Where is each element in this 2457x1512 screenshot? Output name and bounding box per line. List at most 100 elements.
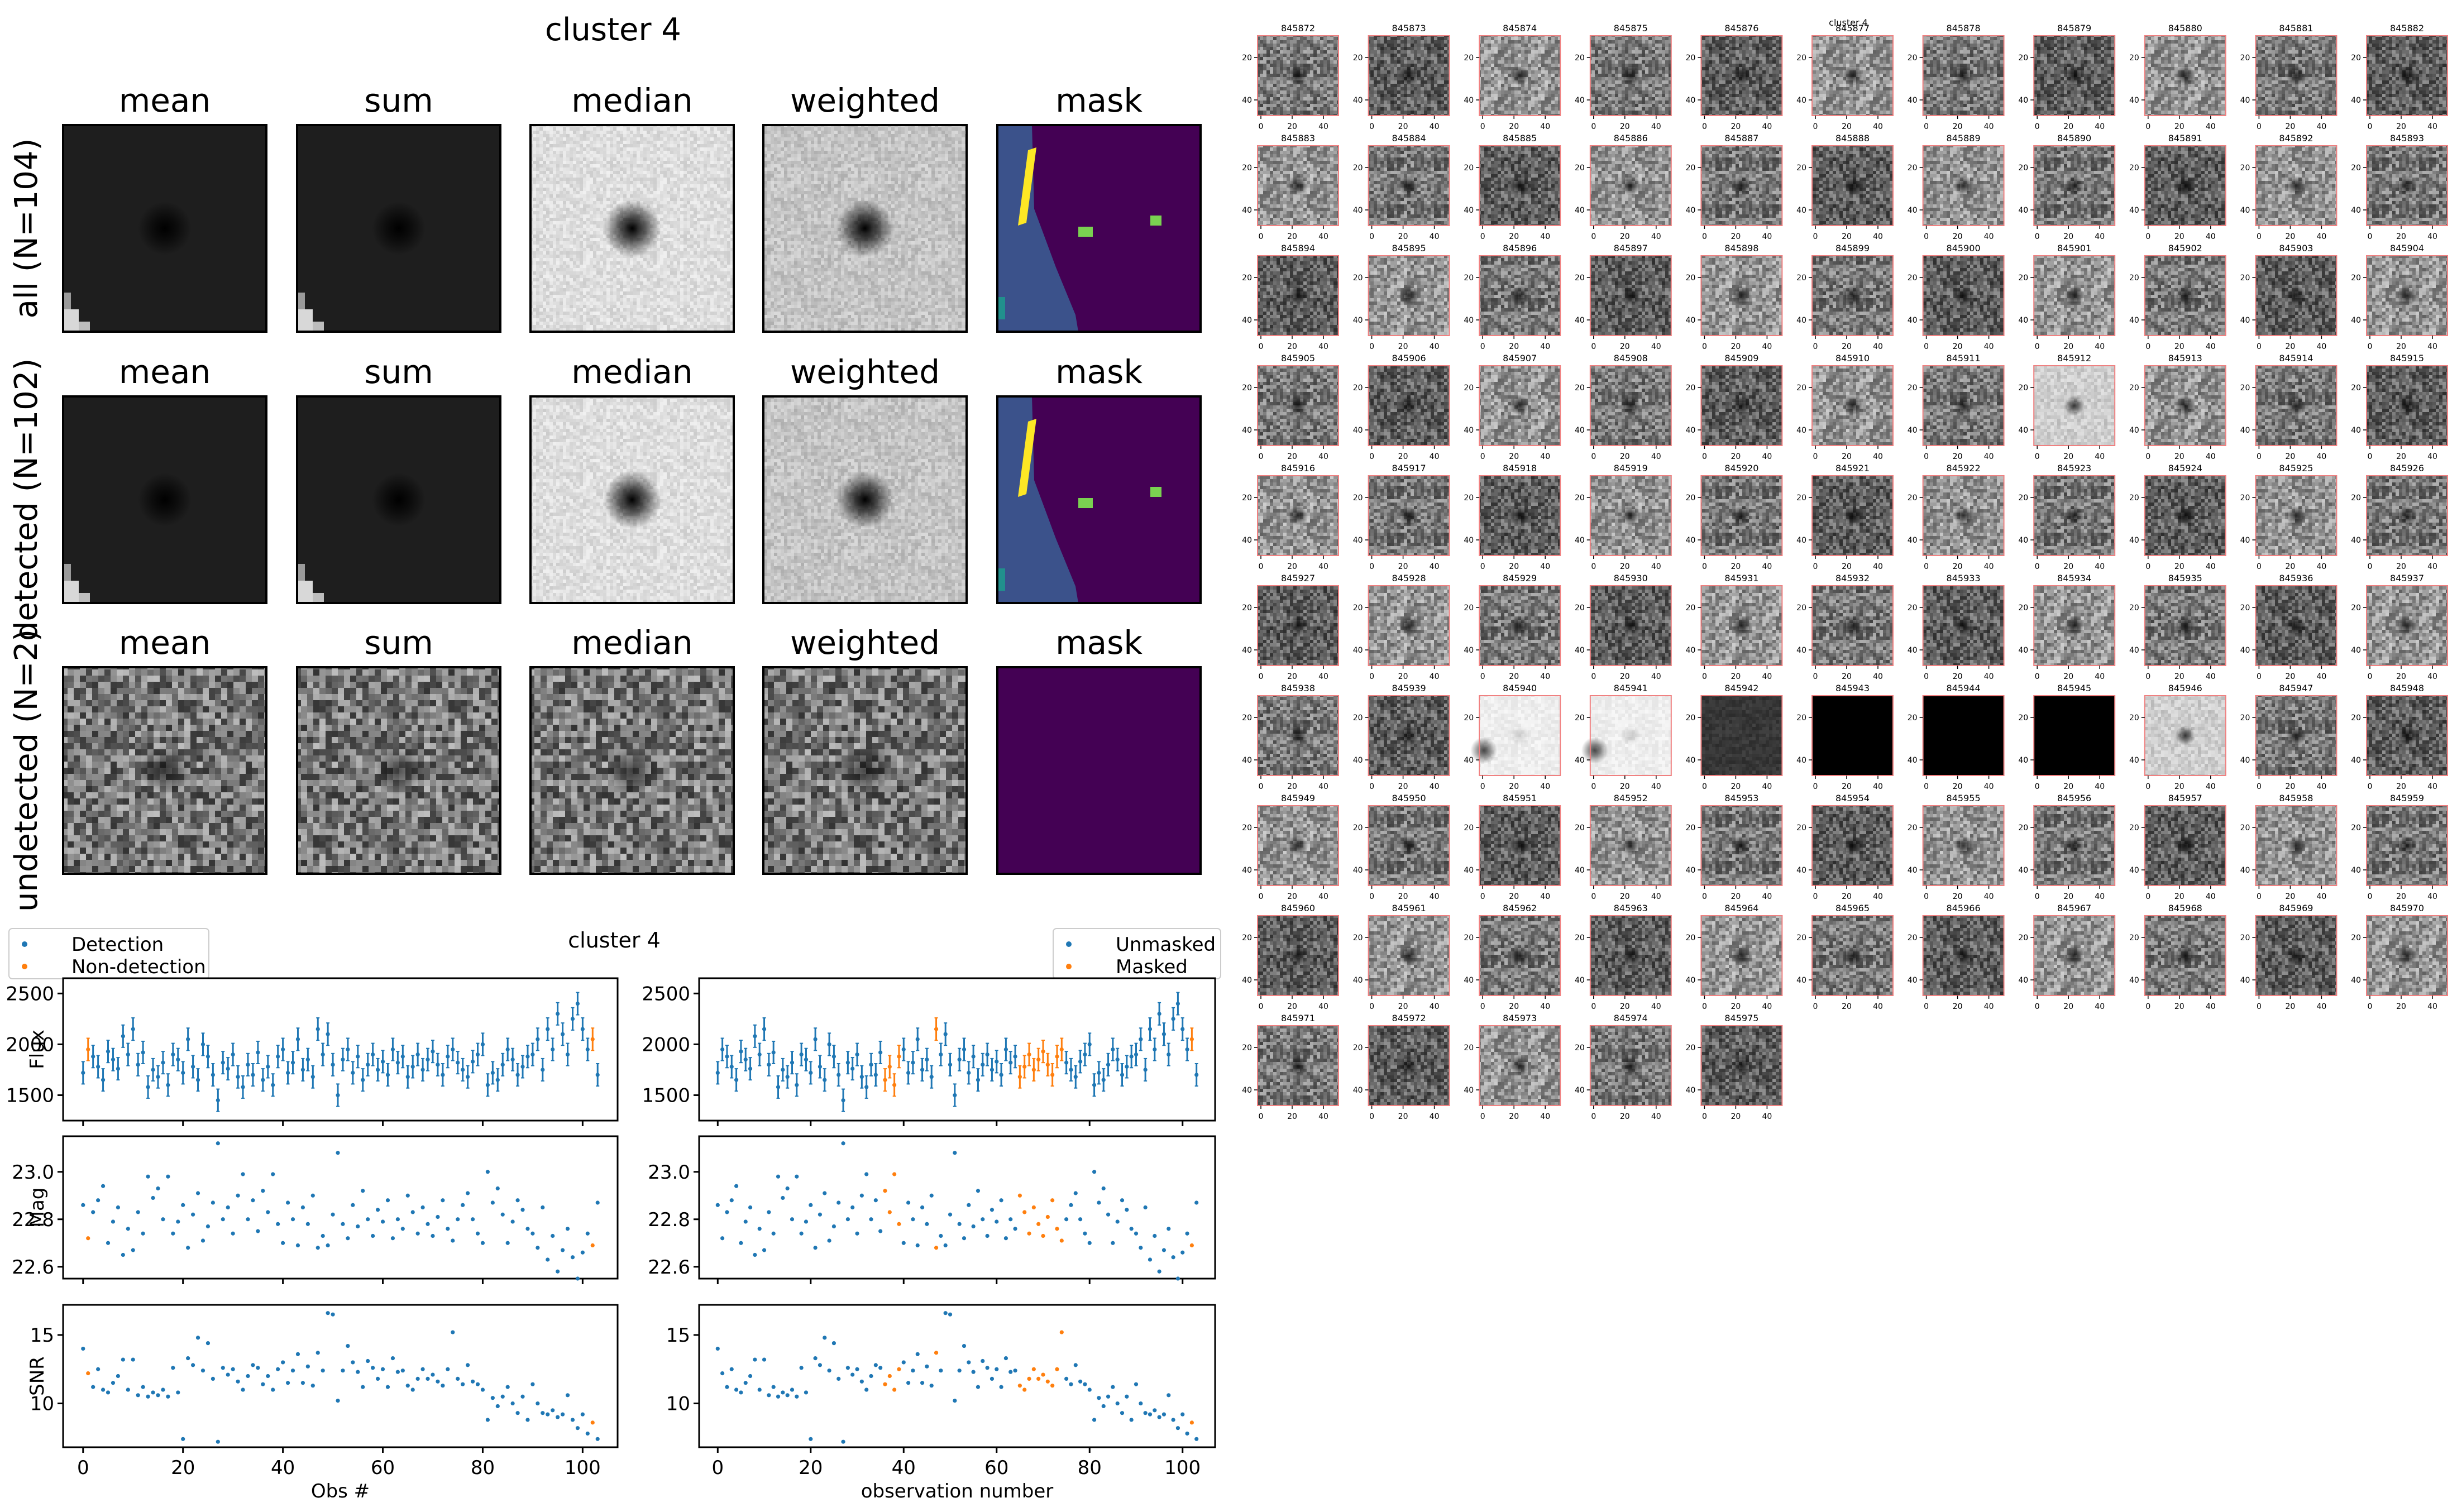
data-point xyxy=(748,1205,752,1209)
data-point xyxy=(141,1050,145,1054)
data-point xyxy=(476,1232,480,1236)
data-point xyxy=(855,1367,859,1371)
data-point xyxy=(1130,1055,1134,1059)
data-point xyxy=(241,1387,245,1391)
data-point xyxy=(371,1052,375,1056)
data-point xyxy=(781,1068,785,1071)
data-point xyxy=(361,1189,365,1193)
data-point xyxy=(1144,1068,1148,1071)
data-point xyxy=(311,1384,315,1387)
data-point xyxy=(1148,1257,1152,1261)
data-point xyxy=(1180,1027,1184,1031)
thumb-star xyxy=(2286,506,2306,526)
data-point xyxy=(827,1369,831,1372)
data-point xyxy=(316,1351,320,1355)
thumb-star xyxy=(1732,176,1752,196)
thumb-x-tick-label: 0 xyxy=(1259,562,1264,571)
thumb-x-tick-label: 40 xyxy=(2095,452,2105,461)
data-point xyxy=(466,1191,470,1195)
data-point xyxy=(501,1395,505,1399)
data-point xyxy=(1190,1037,1194,1041)
thumb-x-tick-label: 20 xyxy=(1287,232,1297,241)
data-point xyxy=(351,1203,355,1207)
thumb-star xyxy=(1953,66,1973,86)
stamp-image-median xyxy=(530,396,734,603)
thumb-y-tick-label: 40 xyxy=(1353,426,1363,435)
thumb-x-tick-label: 40 xyxy=(1318,452,1328,461)
data-point xyxy=(101,1078,105,1082)
thumb-x-tick-label: 20 xyxy=(2174,452,2184,461)
data-point xyxy=(481,1241,485,1245)
data-point xyxy=(571,1017,575,1021)
thumb-x-tick-label: 20 xyxy=(1398,342,1408,351)
stamp-star xyxy=(608,746,657,795)
stamp-star xyxy=(603,471,661,529)
thumb-id-label: 845881 xyxy=(2279,23,2313,34)
data-point xyxy=(141,1232,145,1236)
data-point xyxy=(461,1382,465,1386)
data-point xyxy=(481,1042,485,1046)
data-point xyxy=(266,1374,270,1378)
data-point xyxy=(366,1217,370,1221)
thumb-x-tick-label: 20 xyxy=(2174,342,2184,351)
data-point xyxy=(776,1175,780,1179)
data-point xyxy=(481,1387,485,1391)
thumb-y-tick-label: 20 xyxy=(1242,494,1252,503)
data-point xyxy=(818,1213,822,1217)
thumb-star xyxy=(2397,396,2417,416)
data-point xyxy=(536,1246,539,1250)
data-point xyxy=(846,1217,850,1221)
thumb-y-tick-label: 40 xyxy=(1686,96,1696,105)
data-point xyxy=(506,1047,510,1051)
corner-artifact xyxy=(63,309,79,332)
column-label: sum xyxy=(364,353,433,391)
data-point xyxy=(196,1336,200,1339)
data-point xyxy=(911,1369,915,1372)
data-point xyxy=(1036,1377,1040,1381)
thumb-x-tick-label: 40 xyxy=(1651,232,1661,241)
thumb-y-tick-label: 40 xyxy=(1575,206,1585,215)
thumb-y-tick-label: 20 xyxy=(1575,604,1585,613)
thumb-id-label: 845917 xyxy=(1392,463,1426,473)
data-point xyxy=(266,1210,270,1214)
data-point xyxy=(1088,1241,1092,1245)
thumb-x-tick-label: 20 xyxy=(1287,672,1297,681)
thumb-id-label: 845912 xyxy=(2057,353,2091,363)
data-point xyxy=(256,1229,260,1233)
data-point xyxy=(1078,1217,1082,1221)
thumb-y-tick-label: 40 xyxy=(1464,426,1474,435)
data-point xyxy=(351,1071,355,1075)
data-point xyxy=(286,1200,290,1204)
data-point xyxy=(276,1367,280,1371)
data-point xyxy=(371,1234,375,1238)
thumb-y-tick-label: 40 xyxy=(1464,206,1474,215)
data-point xyxy=(221,1217,225,1221)
thumb-x-tick-label: 40 xyxy=(1430,452,1440,461)
thumb-x-tick-label: 0 xyxy=(1259,122,1264,131)
data-point xyxy=(316,1246,320,1250)
data-point xyxy=(515,1411,519,1415)
data-point xyxy=(786,1393,790,1397)
data-point xyxy=(86,1236,90,1240)
data-point xyxy=(441,1073,444,1076)
data-point xyxy=(1036,1222,1040,1226)
thumb-y-tick-label: 20 xyxy=(2018,164,2028,173)
thumb-y-tick-label: 40 xyxy=(1686,426,1696,435)
thumb-y-tick-label: 20 xyxy=(1353,274,1363,283)
thumb-y-tick-label: 40 xyxy=(1353,316,1363,325)
thumb-x-tick-label: 40 xyxy=(2427,232,2437,241)
data-point xyxy=(836,1073,840,1076)
data-point xyxy=(786,1186,790,1190)
thumb-x-tick-label: 20 xyxy=(1398,452,1408,461)
data-point xyxy=(925,1058,929,1061)
stamp-image-sum xyxy=(297,667,500,874)
data-point xyxy=(456,1377,460,1381)
thumb-x-tick-label: 0 xyxy=(1924,452,1929,461)
x-tick-label: 20 xyxy=(171,1457,195,1479)
data-point xyxy=(1064,1377,1068,1381)
data-point xyxy=(1125,1065,1129,1069)
data-point xyxy=(962,1236,966,1240)
thumb-id-label: 845928 xyxy=(1392,573,1426,583)
legend-marker xyxy=(1066,941,1072,947)
